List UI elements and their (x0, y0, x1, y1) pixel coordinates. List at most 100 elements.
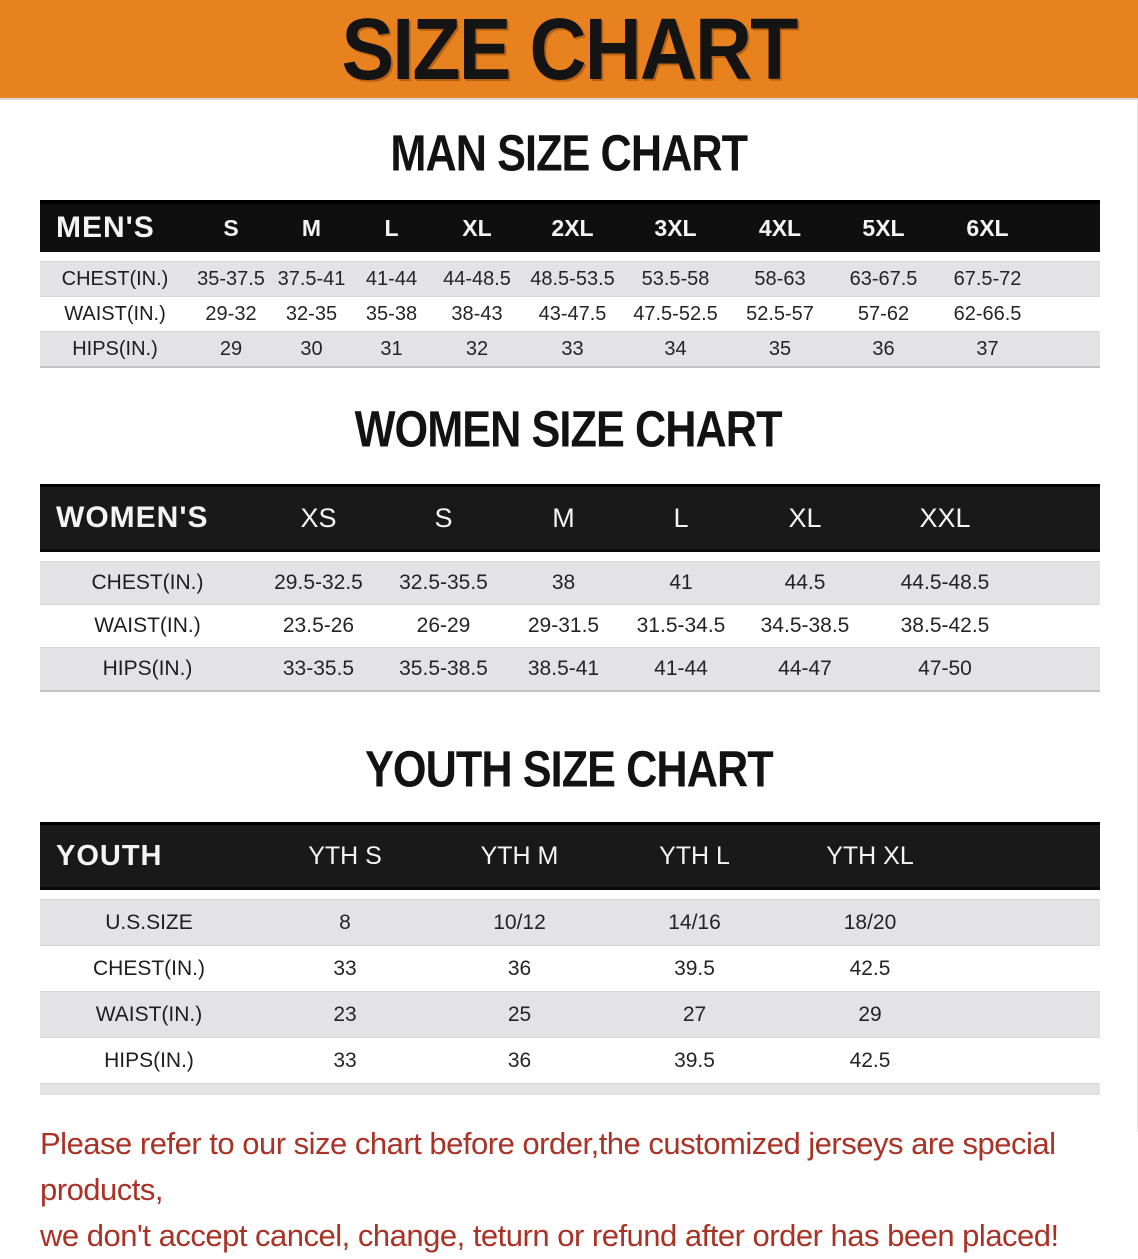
column-header: XL (432, 200, 522, 252)
size-cell: 33 (522, 331, 623, 368)
men-header-row: MEN'S S M L XL 2XL 3XL 4XL 5XL 6XL (40, 200, 1100, 252)
disclaimer-line-2: we don't accept cancel, change, teturn o… (40, 1218, 1059, 1253)
column-header: S (382, 484, 505, 552)
column-header: 6XL (935, 200, 1040, 252)
size-cell: 47.5-52.5 (623, 296, 728, 332)
size-cell: 41-44 (351, 261, 432, 297)
size-cell: 38 (505, 561, 622, 605)
size-cell: 39.5 (607, 1037, 782, 1084)
size-cell: 67.5-72 (935, 261, 1040, 297)
size-cell: 38.5-42.5 (870, 604, 1020, 648)
size-cell: 32-35 (272, 296, 351, 332)
size-cell: 37.5-41 (272, 261, 351, 297)
table-bottom-strip (40, 1083, 1100, 1095)
column-header: 5XL (832, 200, 935, 252)
youth-size-table: YOUTH YTH S YTH M YTH L YTH XL U.S.SIZE … (40, 822, 1100, 1095)
size-cell: 35-37.5 (190, 261, 272, 297)
size-cell: 41-44 (622, 647, 740, 692)
size-cell: 62-66.5 (935, 296, 1040, 332)
size-cell: 57-62 (832, 296, 935, 332)
column-header-filler (1020, 484, 1100, 552)
row-label: HIPS(IN.) (40, 331, 190, 368)
column-header: S (190, 200, 272, 252)
size-cell: 29-32 (190, 296, 272, 332)
column-header: 4XL (728, 200, 832, 252)
size-cell: 58-63 (728, 261, 832, 297)
column-header: YTH L (607, 822, 782, 890)
youth-header-row: YOUTH YTH S YTH M YTH L YTH XL (40, 822, 1100, 890)
size-cell: 36 (832, 331, 935, 368)
size-cell: 33 (258, 945, 432, 992)
size-cell: 27 (607, 991, 782, 1038)
size-cell: 10/12 (432, 899, 607, 946)
size-cell: 38.5-41 (505, 647, 622, 692)
size-cell: 31 (351, 331, 432, 368)
size-cell: 29 (782, 991, 958, 1038)
size-cell: 35-38 (351, 296, 432, 332)
table-row-hips: HIPS(IN.) 33-35.5 35.5-38.5 38.5-41 41-4… (40, 647, 1100, 692)
size-cell: 63-67.5 (832, 261, 935, 297)
size-cell: 23 (258, 991, 432, 1038)
size-cell: 33 (258, 1037, 432, 1084)
table-row-chest: CHEST(IN.) 35-37.5 37.5-41 41-44 44-48.5… (40, 261, 1100, 297)
table-row-waist: WAIST(IN.) 23 25 27 29 (40, 991, 1100, 1038)
table-row-chest: CHEST(IN.) 29.5-32.5 32.5-35.5 38 41 44.… (40, 561, 1100, 605)
size-cell: 33-35.5 (255, 647, 382, 692)
women-section-heading: WOMEN SIZE CHART (355, 400, 783, 458)
column-header: YTH S (258, 822, 432, 890)
spacer-row (40, 888, 1100, 900)
row-label: U.S.SIZE (40, 899, 258, 946)
row-label: WAIST(IN.) (40, 991, 258, 1038)
size-cell: 8 (258, 899, 432, 946)
size-cell: 53.5-58 (623, 261, 728, 297)
size-cell: 36 (432, 1037, 607, 1084)
size-cell: 41 (622, 561, 740, 605)
size-cell: 34.5-38.5 (740, 604, 870, 648)
size-cell: 36 (432, 945, 607, 992)
column-header: 3XL (623, 200, 728, 252)
column-header: YTH XL (782, 822, 958, 890)
size-cell: 14/16 (607, 899, 782, 946)
size-cell: 31.5-34.5 (622, 604, 740, 648)
youth-table-label: YOUTH (40, 822, 258, 890)
banner-title: SIZE CHART (341, 0, 799, 98)
row-label: WAIST(IN.) (40, 296, 190, 332)
size-cell: 35 (728, 331, 832, 368)
column-header: XS (255, 484, 382, 552)
size-cell: 32 (432, 331, 522, 368)
men-size-table: MEN'S S M L XL 2XL 3XL 4XL 5XL 6XL CHEST… (40, 200, 1100, 368)
row-label: CHEST(IN.) (40, 945, 258, 992)
row-label: CHEST(IN.) (40, 261, 190, 297)
disclaimer-note: Please refer to our size chart before or… (40, 1121, 1110, 1259)
women-header-row: WOMEN'S XS S M L XL XXL (40, 484, 1100, 552)
women-size-table: WOMEN'S XS S M L XL XXL CHEST(IN.) 29.5-… (40, 484, 1100, 692)
spacer-row (40, 252, 1100, 262)
table-row-waist: WAIST(IN.) 29-32 32-35 35-38 38-43 43-47… (40, 296, 1100, 332)
size-cell: 48.5-53.5 (522, 261, 623, 297)
column-header: L (351, 200, 432, 252)
size-cell: 42.5 (782, 945, 958, 992)
column-header: L (622, 484, 740, 552)
column-header: 2XL (522, 200, 623, 252)
size-cell: 35.5-38.5 (382, 647, 505, 692)
size-cell: 39.5 (607, 945, 782, 992)
size-cell: 52.5-57 (728, 296, 832, 332)
size-cell: 42.5 (782, 1037, 958, 1084)
size-cell: 18/20 (782, 899, 958, 946)
size-cell: 47-50 (870, 647, 1020, 692)
column-header-filler (1040, 200, 1100, 252)
size-cell: 26-29 (382, 604, 505, 648)
size-cell: 38-43 (432, 296, 522, 332)
row-label: CHEST(IN.) (40, 561, 255, 605)
size-cell: 25 (432, 991, 607, 1038)
table-row-waist: WAIST(IN.) 23.5-26 26-29 29-31.5 31.5-34… (40, 604, 1100, 648)
disclaimer-line-1: Please refer to our size chart before or… (40, 1126, 1056, 1207)
size-cell: 43-47.5 (522, 296, 623, 332)
size-cell: 30 (272, 331, 351, 368)
table-row-hips: HIPS(IN.) 29 30 31 32 33 34 35 36 37 (40, 331, 1100, 368)
table-row-hips: HIPS(IN.) 33 36 39.5 42.5 (40, 1037, 1100, 1084)
men-table-label: MEN'S (40, 200, 190, 252)
youth-section-heading: YOUTH SIZE CHART (364, 740, 774, 798)
column-header-filler (958, 822, 1100, 890)
size-cell: 32.5-35.5 (382, 561, 505, 605)
